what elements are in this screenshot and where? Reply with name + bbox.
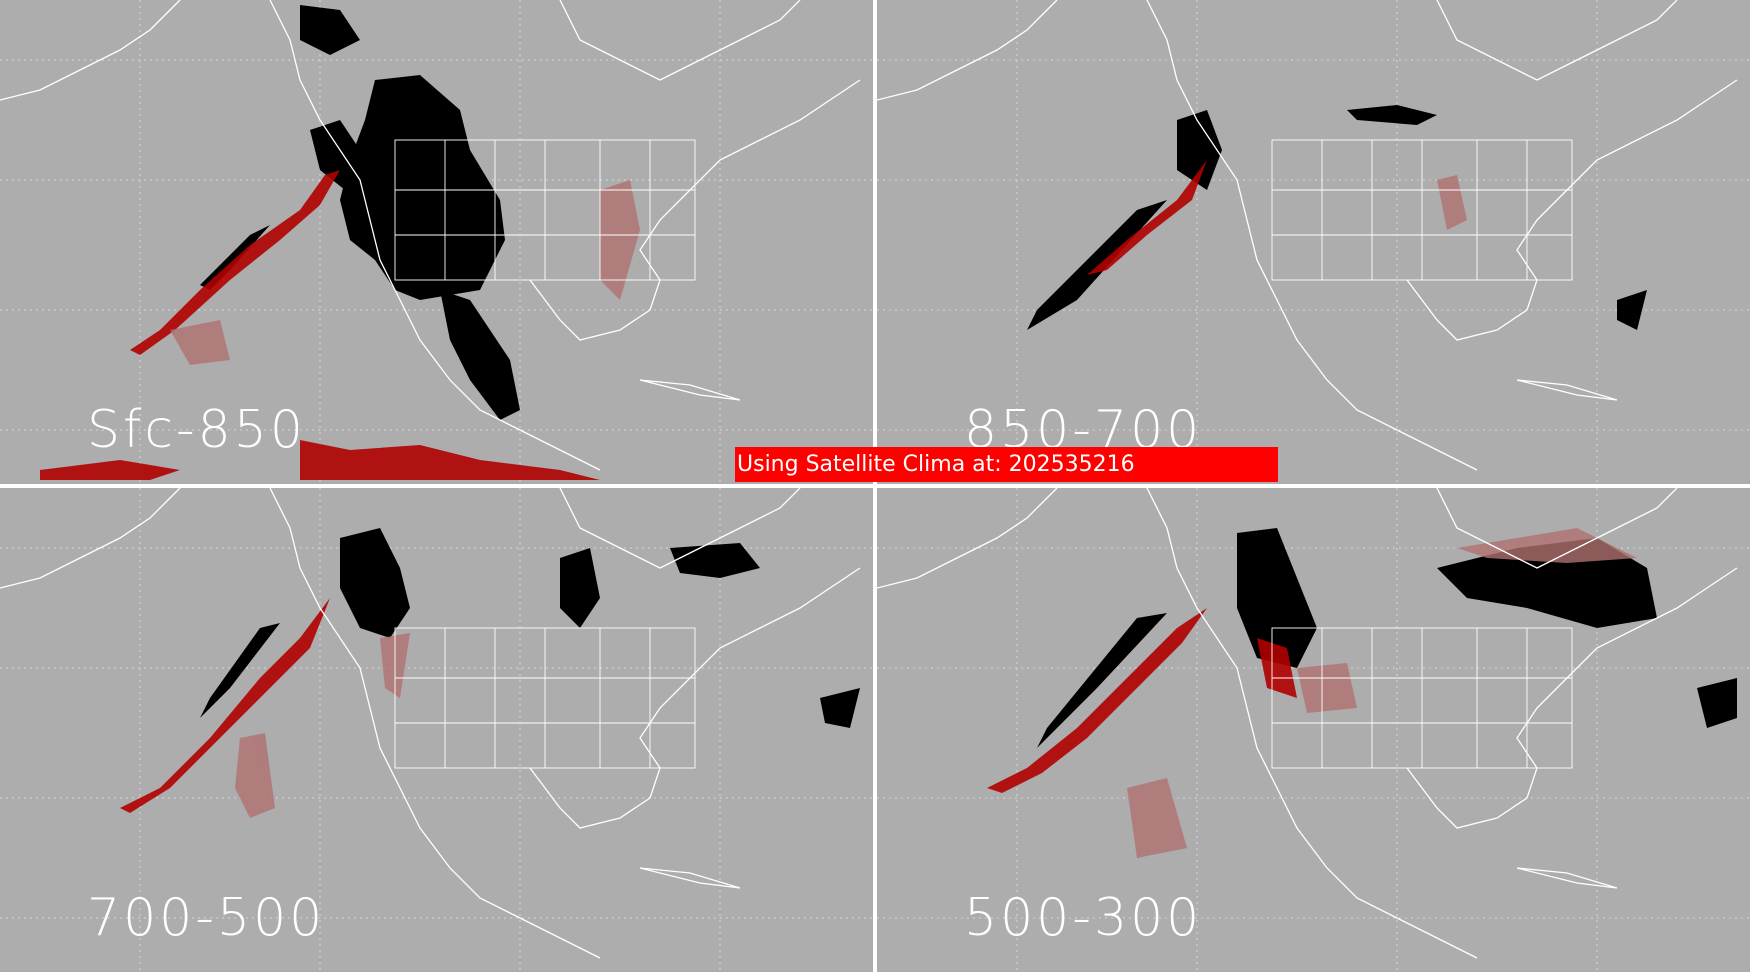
faint-moisture-field [170, 180, 640, 365]
graticule [0, 0, 873, 484]
red-moisture-field [987, 608, 1297, 793]
panel-sfc-850: Sfc-850 [0, 0, 873, 484]
panel-500-300: 500-300 [877, 488, 1750, 972]
map-850-700 [877, 0, 1750, 484]
panel-850-700: 850-700 [877, 0, 1750, 484]
layer-label-500-300: 500-300 [964, 888, 1203, 948]
panel-700-500: 700-500 [0, 488, 873, 972]
dark-moisture-field [200, 5, 520, 420]
state-borders [1271, 627, 1573, 769]
state-borders [394, 139, 696, 281]
graticule [877, 0, 1750, 484]
dark-moisture-field [1027, 105, 1647, 330]
state-borders [394, 627, 696, 769]
faint-moisture-field [1127, 528, 1637, 858]
state-borders [1271, 139, 1573, 281]
red-moisture-field [40, 170, 600, 480]
coastlines [0, 488, 861, 959]
satellite-clima-banner: Using Satellite Clima at: 202535216 [735, 447, 1278, 482]
red-moisture-field [120, 598, 330, 813]
dark-moisture-field [1037, 528, 1737, 748]
map-500-300 [877, 488, 1750, 972]
map-sfc-850 [0, 0, 873, 484]
layer-label-sfc-850: Sfc-850 [87, 400, 306, 460]
coastlines [877, 488, 1738, 959]
map-700-500 [0, 488, 873, 972]
layer-label-700-500: 700-500 [87, 888, 326, 948]
faint-moisture-field [235, 633, 410, 818]
faint-moisture-field [1437, 175, 1467, 230]
